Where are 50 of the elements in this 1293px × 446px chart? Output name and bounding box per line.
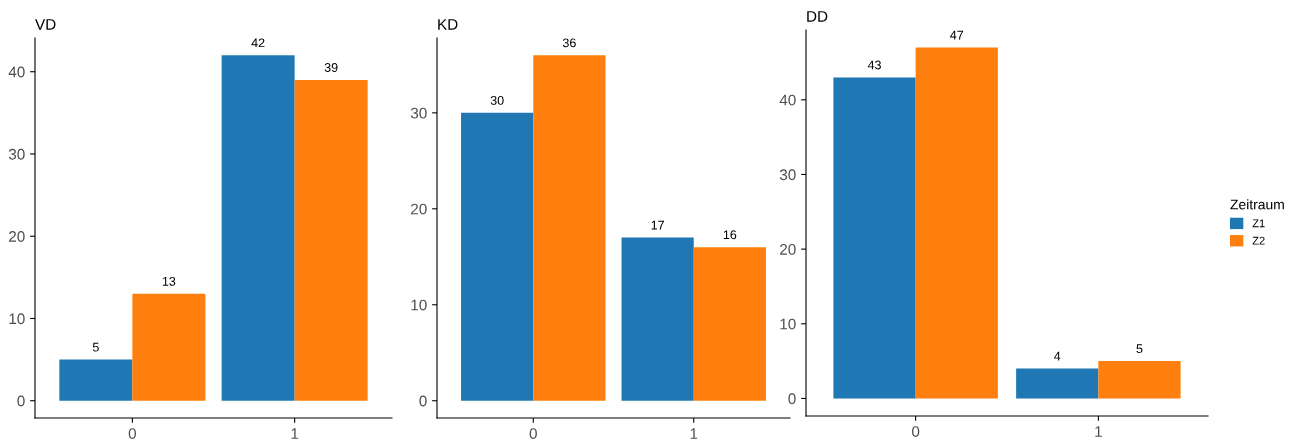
y-tick-label: 20 bbox=[9, 231, 25, 242]
chart-title: DD bbox=[807, 11, 828, 22]
bar bbox=[132, 293, 206, 401]
y-tick-label: 0 bbox=[17, 395, 25, 407]
bar bbox=[833, 77, 916, 399]
data-label: 42 bbox=[251, 38, 265, 48]
data-label: 4 bbox=[1054, 351, 1061, 361]
legend-label: Z2 bbox=[1252, 236, 1265, 245]
chart-title: VD bbox=[35, 19, 56, 30]
data-label: 5 bbox=[1136, 344, 1143, 354]
bar bbox=[693, 247, 766, 401]
x-tick-label: 0 bbox=[128, 428, 137, 439]
bar bbox=[533, 55, 606, 401]
data-label: 36 bbox=[562, 38, 576, 48]
y-tick-label: 10 bbox=[411, 299, 427, 311]
x-tick-label: 1 bbox=[1095, 426, 1102, 437]
data-label: 17 bbox=[651, 220, 664, 230]
x-tick-label: 0 bbox=[529, 428, 537, 439]
y-tick-label: 40 bbox=[8, 66, 25, 78]
y-tick-label: 10 bbox=[9, 313, 25, 325]
bar bbox=[221, 55, 295, 401]
y-tick-label: 10 bbox=[780, 318, 796, 330]
x-tick-label: 1 bbox=[291, 428, 299, 439]
bar bbox=[59, 359, 133, 401]
bar bbox=[915, 47, 998, 399]
y-tick-label: 20 bbox=[411, 203, 427, 215]
data-label: 43 bbox=[867, 60, 881, 70]
bar bbox=[621, 237, 694, 401]
y-tick-label: 30 bbox=[410, 107, 427, 119]
y-tick-label: 30 bbox=[779, 169, 796, 181]
x-tick-label: 1 bbox=[690, 428, 698, 439]
y-tick-label: 30 bbox=[8, 148, 25, 160]
y-tick-label: 0 bbox=[419, 395, 427, 407]
legend-label: Z1 bbox=[1252, 219, 1265, 228]
bar bbox=[1016, 368, 1099, 399]
bar bbox=[294, 79, 368, 401]
chart-title: KD bbox=[438, 19, 458, 30]
data-label: 16 bbox=[723, 230, 737, 240]
legend-title: Zeitraum bbox=[1230, 199, 1284, 210]
bar bbox=[1098, 361, 1181, 399]
data-label: 13 bbox=[162, 276, 176, 286]
bar bbox=[461, 112, 534, 401]
data-label: 47 bbox=[950, 30, 964, 40]
data-label: 5 bbox=[92, 342, 99, 352]
y-tick-label: 20 bbox=[780, 244, 796, 255]
data-label: 30 bbox=[490, 95, 504, 105]
y-tick-label: 0 bbox=[788, 393, 796, 405]
data-label: 39 bbox=[324, 63, 338, 72]
y-tick-label: 40 bbox=[779, 94, 796, 106]
x-tick-label: 0 bbox=[911, 426, 920, 437]
